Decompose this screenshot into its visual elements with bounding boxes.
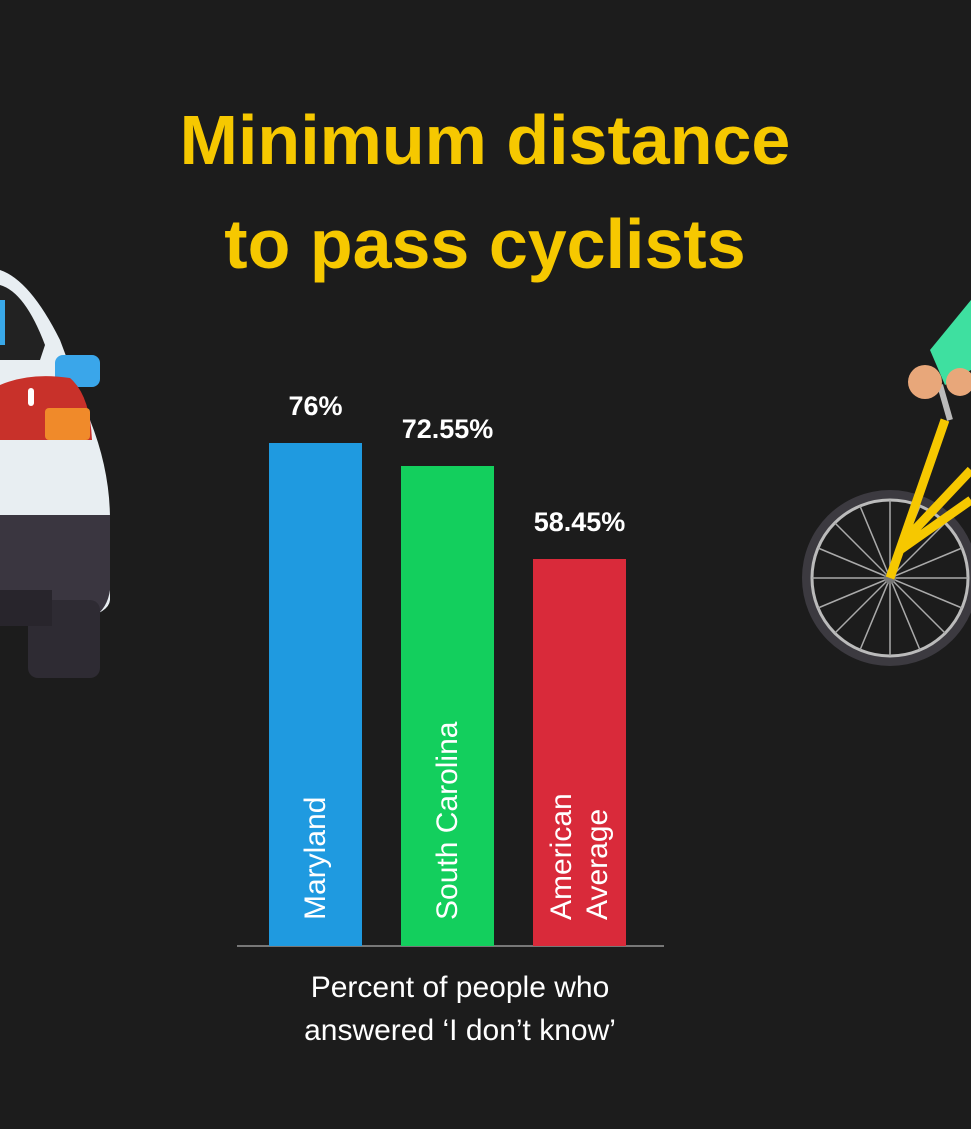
category-label: South Carolina <box>430 721 464 920</box>
car-light-inner <box>45 408 90 440</box>
value-label: 58.45% <box>533 507 626 538</box>
category-label: American Average <box>544 793 614 920</box>
rider-hand <box>908 365 942 399</box>
rider-hand <box>946 368 971 396</box>
value-label: 76% <box>288 391 343 421</box>
rider-arm <box>930 300 971 385</box>
value-label: 72.55% <box>401 413 494 444</box>
car-window <box>0 285 45 360</box>
chart-title: Minimum distance to pass cyclists <box>179 101 791 283</box>
car-light-shine <box>28 388 34 406</box>
bike-frame <box>885 418 971 580</box>
x-axis-label: Percent of people who answered ‘I don’t … <box>304 971 616 1047</box>
car-plate <box>0 590 52 626</box>
car-glass <box>0 300 5 345</box>
x-axis <box>237 945 664 947</box>
bar <box>269 443 362 946</box>
category-label: Maryland <box>298 796 332 920</box>
bike-bar <box>937 384 953 421</box>
bar <box>533 559 626 946</box>
bar <box>401 465 494 946</box>
